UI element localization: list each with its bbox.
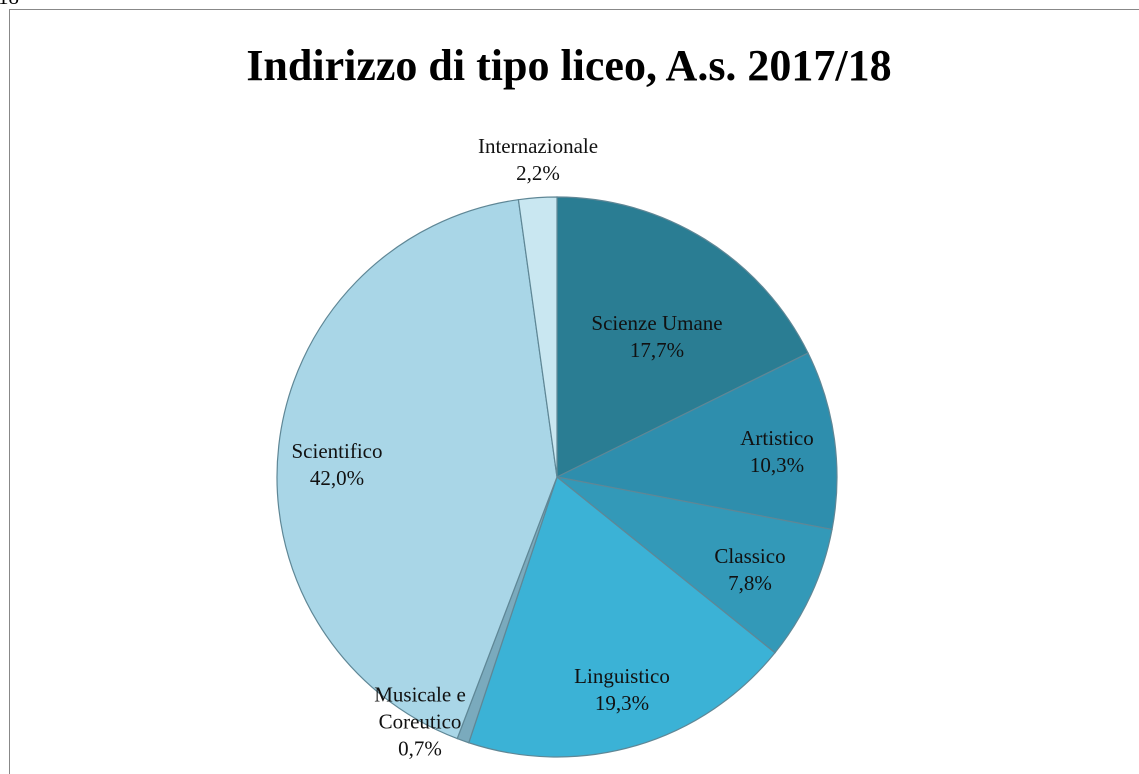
category-label: Linguistico [574, 664, 670, 688]
value-label: 10,3% [749, 453, 805, 477]
pie-slice [468, 475, 776, 758]
pie-slice [555, 352, 838, 531]
value-label: 7,8% [728, 571, 772, 595]
category-label: Artistico [740, 426, 814, 450]
pie-slice [517, 196, 558, 478]
slice-label: Scientifico 42,0% [292, 438, 383, 492]
chart-title: Indirizzo di tipo liceo, A.s. 2017/18 [246, 41, 891, 90]
pie-slice [556, 476, 833, 654]
slice-label: Linguistico 19,3% [574, 663, 670, 717]
category-label: Musicale e Coreutico [374, 682, 466, 734]
value-label: 17,7% [629, 338, 685, 362]
slice-label: Internazionale 2,2% [478, 133, 598, 187]
category-label: Classico [714, 544, 786, 568]
pie-slice [276, 198, 558, 740]
slice-label: Classico 7,8% [714, 543, 785, 597]
category-label: Scienze Umane [591, 311, 723, 335]
category-label: Internazionale [477, 134, 599, 158]
slice-label: Scienze Umane 17,7% [591, 310, 722, 364]
category-label: Scientifico [291, 439, 383, 463]
pie-slice [556, 196, 809, 478]
corner-text: 18 [0, 0, 19, 9]
value-label: 19,3% [594, 691, 650, 715]
value-label: 2,2% [516, 161, 560, 185]
slice-label: Artistico 10,3% [740, 425, 814, 479]
slice-label: Musicale e Coreutico 0,7% [365, 682, 475, 763]
value-label: 0,7% [398, 736, 442, 761]
value-label: 42,0% [309, 466, 365, 490]
